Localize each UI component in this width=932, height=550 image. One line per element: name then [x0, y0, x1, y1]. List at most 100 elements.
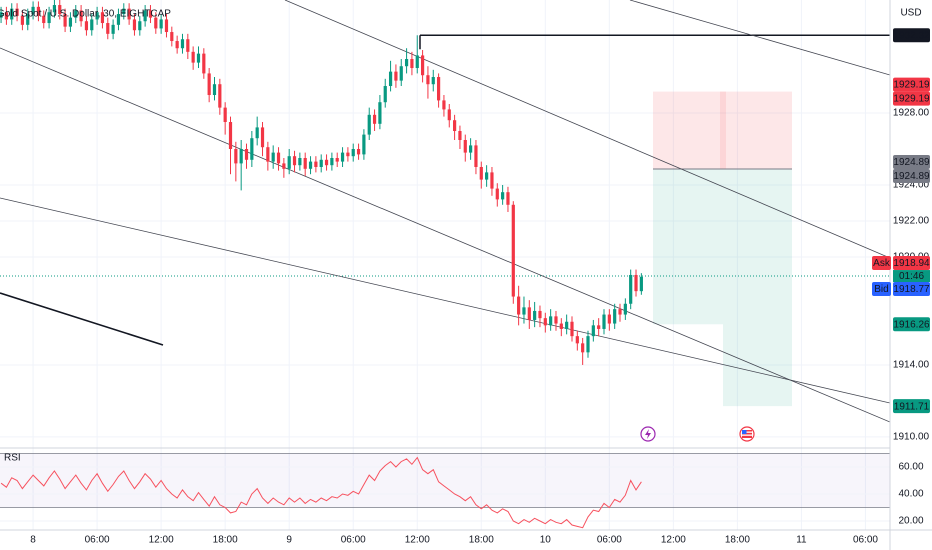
- price-tag-label: 1918.77: [893, 284, 930, 295]
- candle-body: [490, 172, 494, 189]
- candle-body: [26, 14, 30, 25]
- candle-body: [346, 152, 350, 157]
- candle-body: [383, 86, 387, 103]
- candles: [0, 0, 891, 423]
- candle-body: [404, 59, 409, 67]
- rsi-tick-label: 20.00: [898, 516, 923, 527]
- candle-body: [340, 152, 345, 162]
- candle-body: [0, 12, 3, 18]
- axes: 8 06:00 12:00 18:00 9 06:00 12:00 18:00 10 06:00 1…: [30, 28, 930, 546]
- y-tick-label: 1924.00: [893, 180, 930, 191]
- candle-body: [95, 12, 99, 20]
- candle-body: [148, 10, 153, 18]
- candle-body: [324, 159, 329, 166]
- stop-zone: [653, 91, 792, 169]
- candle-body: [479, 166, 483, 180]
- candle-body: [122, 8, 126, 15]
- x-tick-label: 10: [540, 535, 552, 546]
- candle-body: [298, 157, 302, 166]
- candle-body: [367, 114, 371, 135]
- price-tag: [893, 399, 930, 414]
- candle-body: [559, 323, 563, 329]
- candle-body: [399, 66, 403, 81]
- y-tick-label: 1922.00: [893, 216, 930, 227]
- y-tick-label: 1910.00: [893, 432, 930, 443]
- candle-body: [517, 296, 521, 315]
- candle-body: [234, 149, 238, 164]
- candle-body: [485, 172, 489, 180]
- x-tick-label: 12:00: [149, 535, 174, 546]
- x-tick-label: 18:00: [725, 535, 750, 546]
- price-tag-label: 1929.19: [893, 80, 930, 91]
- candle-body: [175, 41, 179, 49]
- candle-body: [501, 192, 505, 200]
- candle-body: [292, 156, 297, 166]
- price-tag: [893, 256, 930, 271]
- candle-body: [591, 325, 595, 337]
- candle-body: [410, 59, 414, 69]
- candle-body: [372, 114, 377, 124]
- currency: USD: [900, 8, 921, 19]
- candle-body: [362, 134, 366, 155]
- candle-body: [335, 157, 339, 162]
- candle-body: [527, 307, 531, 320]
- candle-body: [228, 122, 233, 149]
- candle-body: [506, 192, 510, 205]
- trend-line: [0, 197, 891, 404]
- candle-body: [143, 10, 147, 22]
- flag-glyph: [742, 431, 752, 433]
- candle-body: [127, 8, 131, 20]
- rsi-tick-label: 60.00: [898, 462, 923, 473]
- candle-body: [319, 159, 323, 167]
- x-tick-label: 06:00: [341, 535, 366, 546]
- candle-body: [271, 152, 275, 162]
- x-tick-label: 12:00: [661, 535, 686, 546]
- candle-body: [191, 51, 195, 63]
- candle-body: [436, 77, 441, 101]
- candle-body: [47, 12, 51, 24]
- candle-body: [533, 310, 537, 320]
- candle-body: [303, 157, 307, 169]
- price-tag-label: 1929.19: [893, 94, 930, 105]
- ask-badge: [872, 256, 891, 271]
- candle-body: [415, 55, 419, 69]
- drawings: [0, 34, 890, 407]
- candle-body: [4, 12, 9, 20]
- candle-body: [522, 307, 526, 315]
- price-tag: [893, 282, 930, 297]
- candle-body: [474, 145, 478, 167]
- trend-line: [0, 47, 891, 423]
- candle-body: [442, 100, 446, 110]
- candle-body: [554, 316, 558, 324]
- price-tag-label: 1924.89: [893, 157, 930, 168]
- candle-body: [212, 84, 217, 96]
- candle-body: [602, 314, 606, 329]
- candle-body: [276, 152, 281, 164]
- candle-body: [31, 6, 35, 15]
- event-icons: [640, 426, 755, 442]
- candle-body: [597, 325, 601, 329]
- candle-body: [138, 21, 142, 31]
- price-tag: [893, 77, 930, 92]
- rsi-band: [0, 453, 890, 508]
- candle-body: [495, 188, 499, 200]
- candle-body: [250, 138, 254, 160]
- candle-body: [426, 75, 430, 85]
- candle-body: [244, 149, 249, 160]
- candle-body: [100, 12, 105, 24]
- candle-body: [565, 321, 569, 329]
- candle-body: [639, 276, 643, 292]
- candle-body: [186, 39, 190, 52]
- candle-body: [260, 127, 265, 148]
- candle-body: [15, 8, 19, 16]
- candle-body: [116, 14, 121, 25]
- candle-body: [132, 19, 137, 31]
- price-tag: [893, 91, 930, 106]
- flag-glyph: [742, 430, 747, 434]
- candle-body: [613, 309, 617, 324]
- candle-body: [581, 343, 585, 353]
- candle-body: [223, 107, 227, 123]
- candle-body: [90, 19, 94, 31]
- candle-body: [180, 39, 185, 49]
